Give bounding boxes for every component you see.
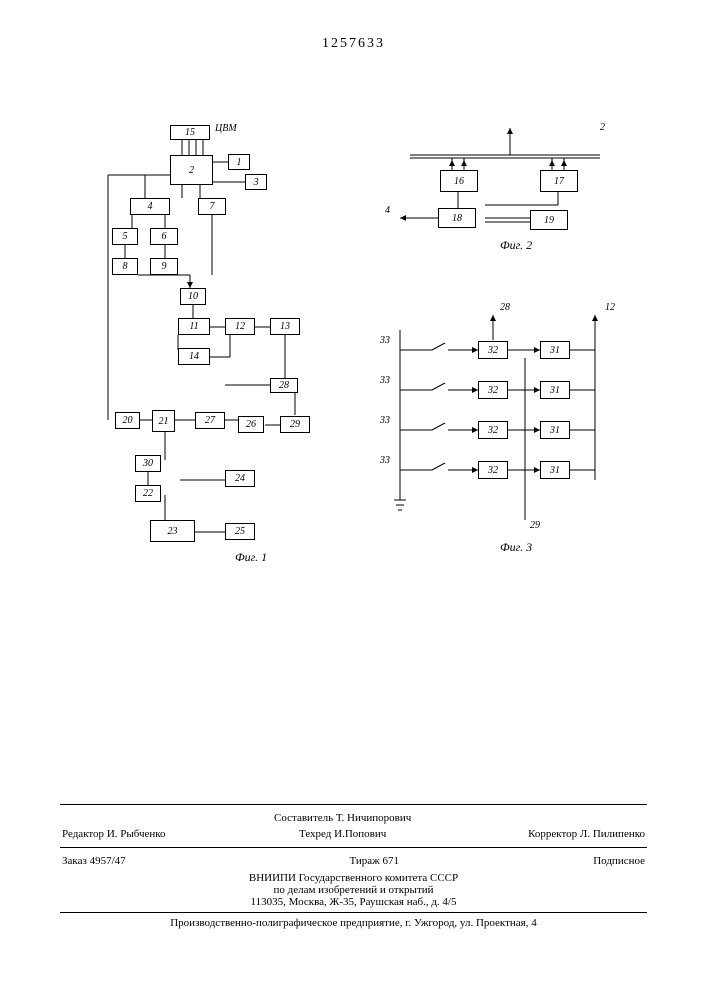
block-27: 27	[195, 412, 225, 429]
techred: И.Попович	[334, 828, 386, 840]
block-32a: 32	[478, 341, 508, 359]
composer: Т. Ничипорович	[336, 812, 411, 824]
block-25: 25	[225, 523, 255, 540]
fig3-33b: 33	[380, 375, 390, 386]
printer: Производственно-полиграфическое предприя…	[60, 917, 647, 929]
block-23: 23	[150, 520, 195, 542]
fig2-out-4: 4	[385, 205, 390, 216]
block-32d: 32	[478, 461, 508, 479]
block-22: 22	[135, 485, 161, 502]
block-26: 26	[238, 416, 264, 433]
block-32b: 32	[478, 381, 508, 399]
subscription: Подписное	[593, 855, 645, 867]
page-number: 1257633	[322, 36, 385, 52]
block-10: 10	[180, 288, 206, 305]
block-6: 6	[150, 228, 178, 245]
block-8: 8	[112, 258, 138, 275]
order: 4957/47	[90, 855, 126, 867]
fig3-33a: 33	[380, 335, 390, 346]
block-7: 7	[198, 198, 226, 215]
block-31a: 31	[540, 341, 570, 359]
block-5: 5	[112, 228, 138, 245]
block-32c: 32	[478, 421, 508, 439]
techred-role: Техред	[299, 828, 331, 840]
corrector-role: Корректор	[528, 828, 577, 840]
tirazh-label: Тираж	[349, 855, 379, 867]
block-18: 18	[438, 208, 476, 228]
block-30: 30	[135, 455, 161, 472]
fig2-wires	[380, 120, 620, 280]
block-3: 3	[245, 174, 267, 190]
block-17: 17	[540, 170, 578, 192]
fig2-out-2: 2	[600, 122, 605, 133]
fig3-33c: 33	[380, 415, 390, 426]
footer: Составитель Т. Ничипорович Редактор И. Р…	[60, 800, 647, 929]
block-31b: 31	[540, 381, 570, 399]
org2: по делам изобретений и открытий	[60, 884, 647, 896]
block-19: 19	[530, 210, 568, 230]
fig2-label: Фиг. 2	[500, 238, 532, 253]
block-14: 14	[178, 348, 210, 365]
fig3-33d: 33	[380, 455, 390, 466]
fig3-label: Фиг. 3	[500, 540, 532, 555]
block-29: 29	[280, 416, 310, 433]
block-12: 12	[225, 318, 255, 335]
fig1-label: Фиг. 1	[235, 550, 267, 565]
block-21: 21	[152, 410, 175, 432]
address: 113035, Москва, Ж-35, Раушская наб., д. …	[60, 896, 647, 908]
fig3-29: 29	[530, 520, 540, 531]
org1: ВНИИПИ Государственного комитета СССР	[60, 872, 647, 884]
fig3-28: 28	[500, 302, 510, 313]
tirazh: 671	[383, 855, 400, 867]
editor: И. Рыбченко	[107, 828, 166, 840]
block-28: 28	[270, 378, 298, 393]
block-13: 13	[270, 318, 300, 335]
block-20: 20	[115, 412, 140, 429]
block-31c: 31	[540, 421, 570, 439]
diagrams-area: 15 ЦВМ 1 2 3 4 7 5 6 8 9 10 11 12 13 14 …	[70, 120, 630, 650]
block-11: 11	[178, 318, 210, 335]
block-9: 9	[150, 258, 178, 275]
composer-role: Составитель	[274, 812, 333, 824]
fig3-12: 12	[605, 302, 615, 313]
block-24: 24	[225, 470, 255, 487]
editor-role: Редактор	[62, 828, 104, 840]
corrector: Л. Пилипенко	[580, 828, 645, 840]
label-cvm: ЦВМ	[215, 123, 237, 134]
block-4: 4	[130, 198, 170, 215]
block-16: 16	[440, 170, 478, 192]
block-2: 2	[170, 155, 213, 185]
block-1: 1	[228, 154, 250, 170]
block-15: 15	[170, 125, 210, 140]
order-label: Заказ	[62, 855, 87, 867]
block-31d: 31	[540, 461, 570, 479]
